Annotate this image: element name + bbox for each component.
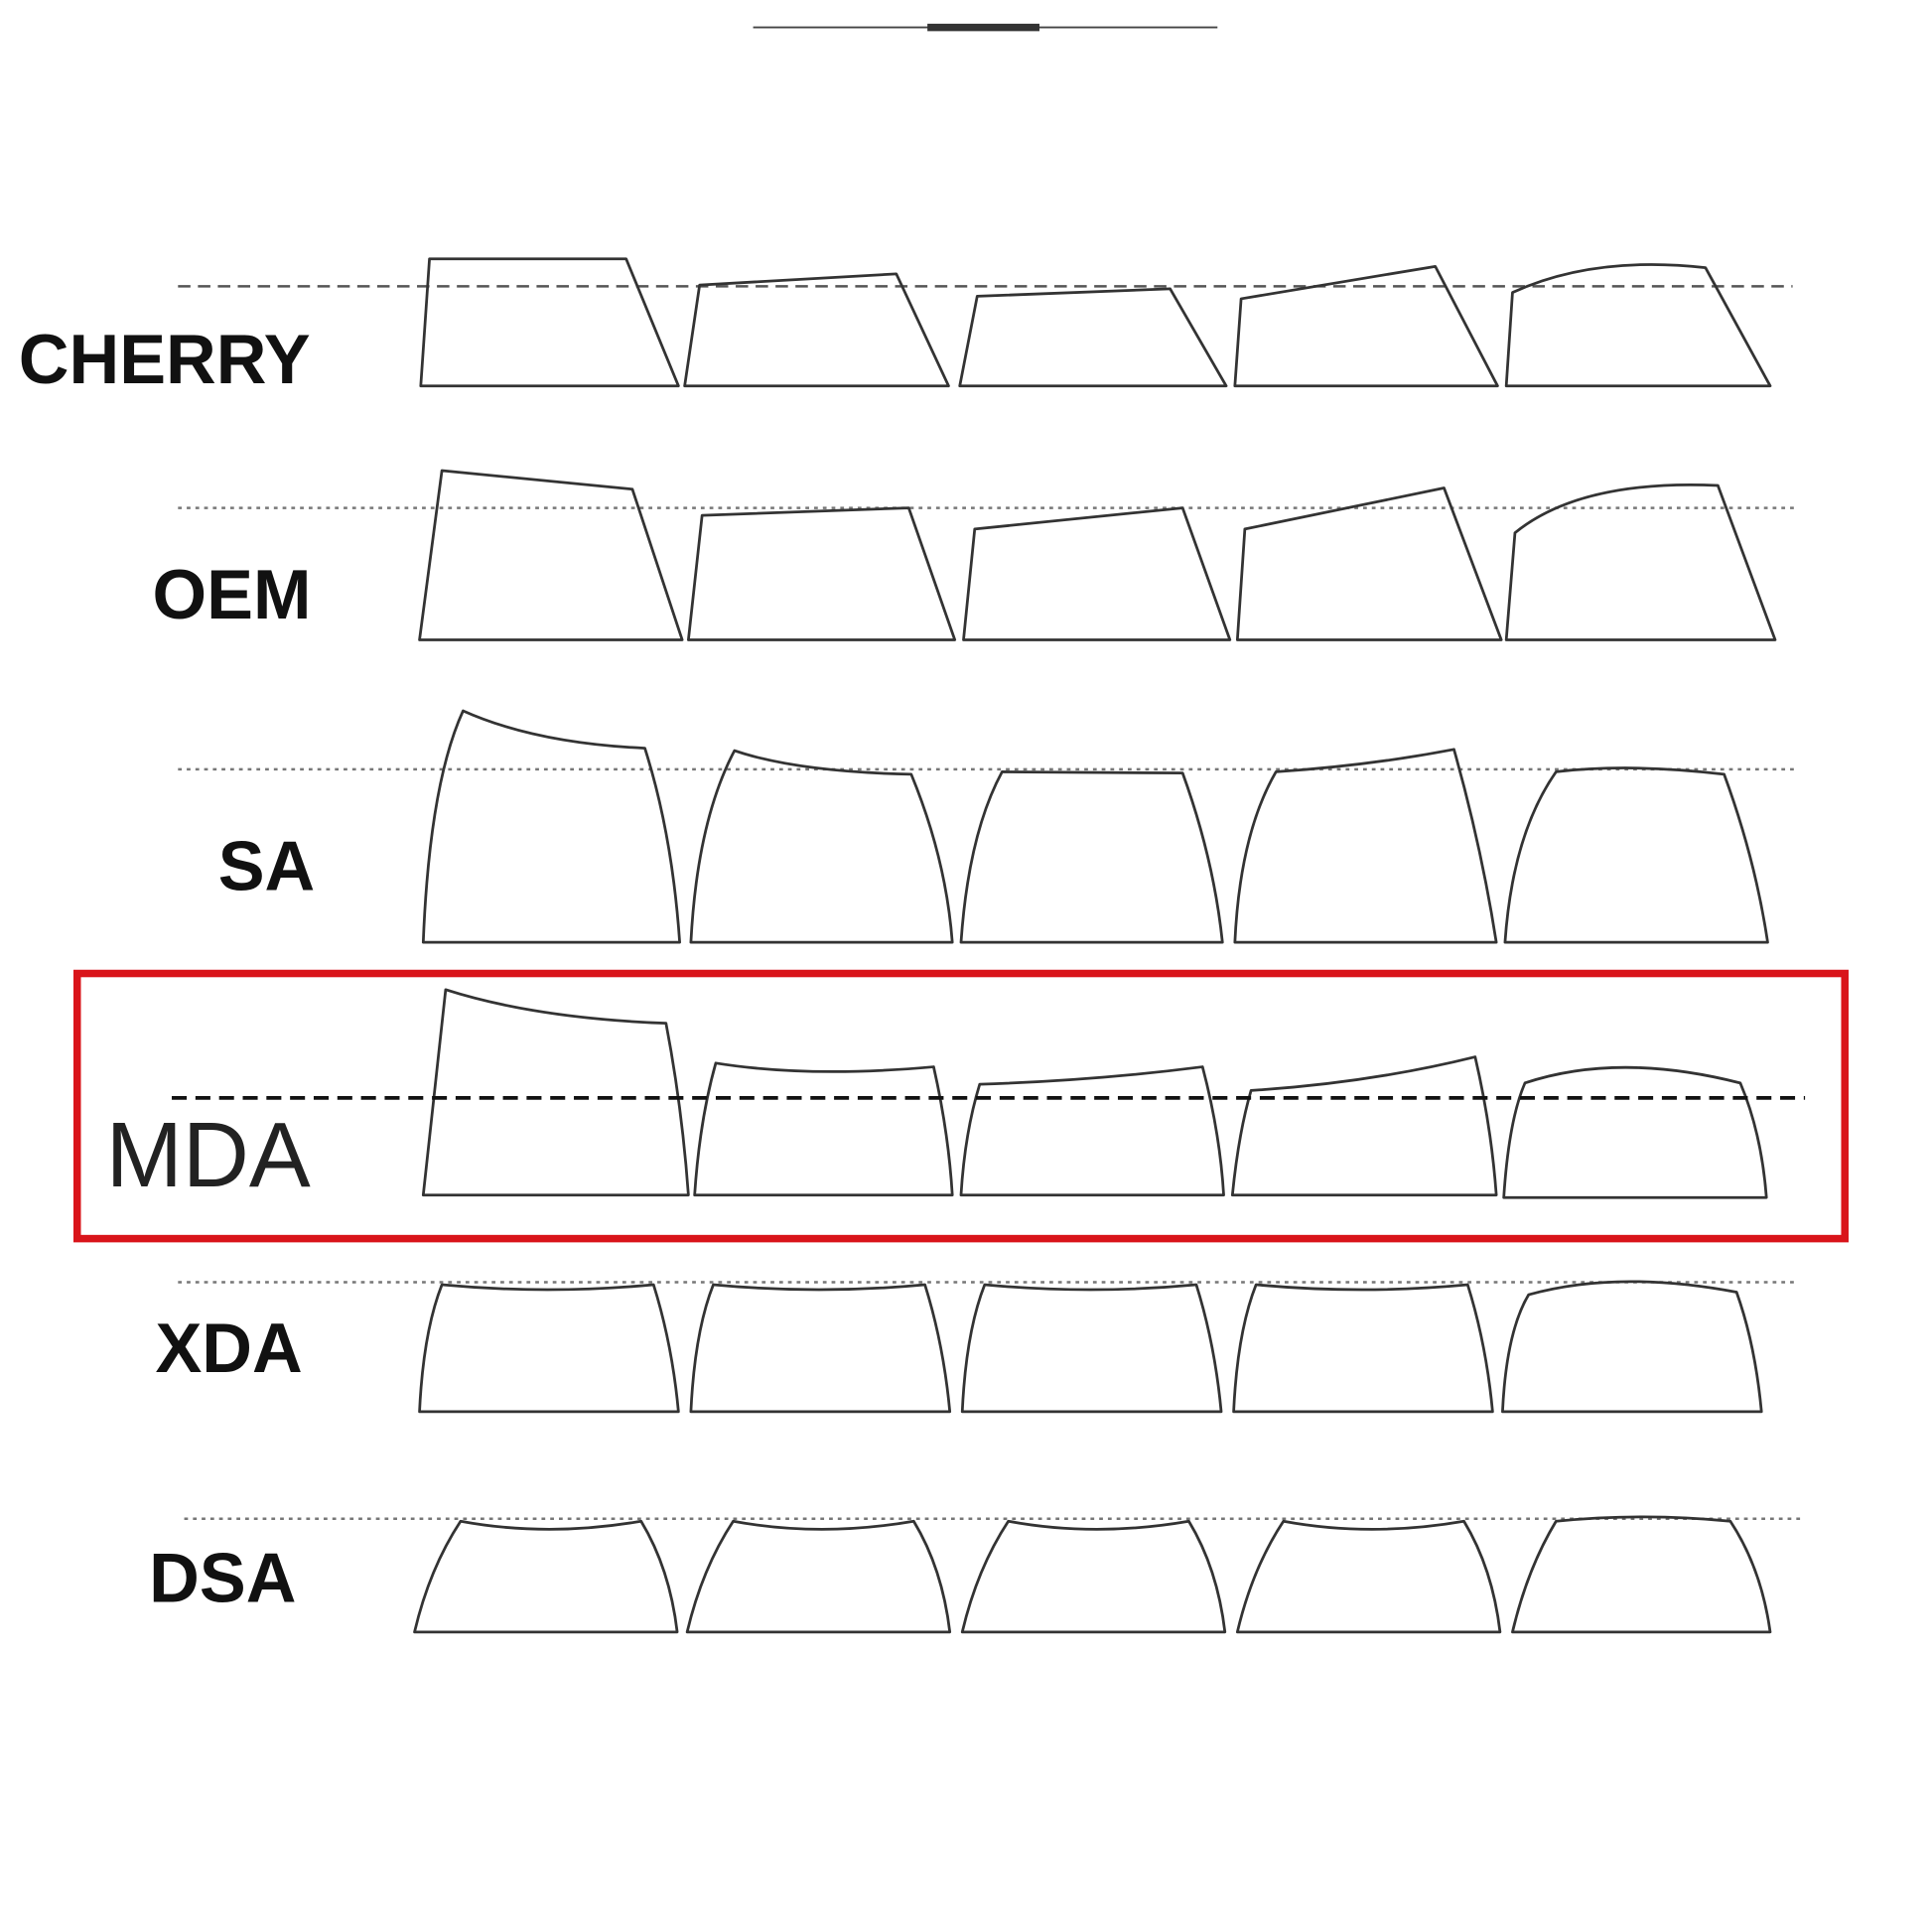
- keycap-r5: [1511, 1515, 1772, 1634]
- keycap-r1: [419, 257, 680, 388]
- keycap-r3: [958, 287, 1228, 388]
- profile-label-oem: OEM: [153, 555, 312, 633]
- keycap-r1: [418, 469, 684, 641]
- keycap-r1: [418, 1283, 680, 1414]
- row-dsa: DSA: [149, 1515, 1803, 1634]
- keycap-r4: [1235, 1519, 1502, 1634]
- row-sa: SA: [178, 709, 1799, 944]
- highlight-box: [72, 969, 1849, 1243]
- keycap-r1: [421, 709, 681, 944]
- keycap-r1: [421, 988, 690, 1197]
- keycap-r5: [1503, 766, 1769, 944]
- keycap-r1: [413, 1519, 679, 1634]
- keycap-r4: [1233, 748, 1498, 944]
- row-oem: OEM: [153, 469, 1799, 641]
- keycap-r2: [693, 1061, 954, 1197]
- keycap-r5: [1502, 1065, 1768, 1199]
- profile-label-xda: XDA: [155, 1309, 302, 1387]
- keycap-r4: [1235, 486, 1503, 641]
- keycap-r2: [687, 506, 957, 641]
- keycap-r2: [689, 749, 954, 944]
- keycap-r3: [960, 1519, 1227, 1634]
- profile-label-sa: SA: [218, 827, 316, 905]
- keycap-r2: [689, 1283, 952, 1414]
- keycap-r3: [959, 770, 1224, 944]
- row-xda: XDA: [155, 1280, 1799, 1414]
- keycap-r3: [962, 506, 1232, 641]
- profile-label-dsa: DSA: [149, 1539, 296, 1617]
- keycap-r3: [959, 1065, 1225, 1197]
- keycap-r3: [960, 1283, 1223, 1414]
- keycap-r4: [1230, 1055, 1498, 1197]
- row-cherry: CHERRY: [19, 257, 1793, 398]
- row-mda: MDA: [72, 969, 1849, 1243]
- profile-label-mda: MDA: [106, 1103, 311, 1206]
- keycap-r2: [683, 272, 950, 388]
- keycap-r4: [1232, 1283, 1494, 1414]
- keycap-r5: [1504, 263, 1772, 388]
- keycap-r4: [1233, 264, 1499, 388]
- keycap-r5: [1504, 483, 1777, 641]
- keycap-r2: [685, 1519, 952, 1634]
- profile-label-cherry: CHERRY: [19, 320, 311, 398]
- keycap-r5: [1501, 1280, 1763, 1414]
